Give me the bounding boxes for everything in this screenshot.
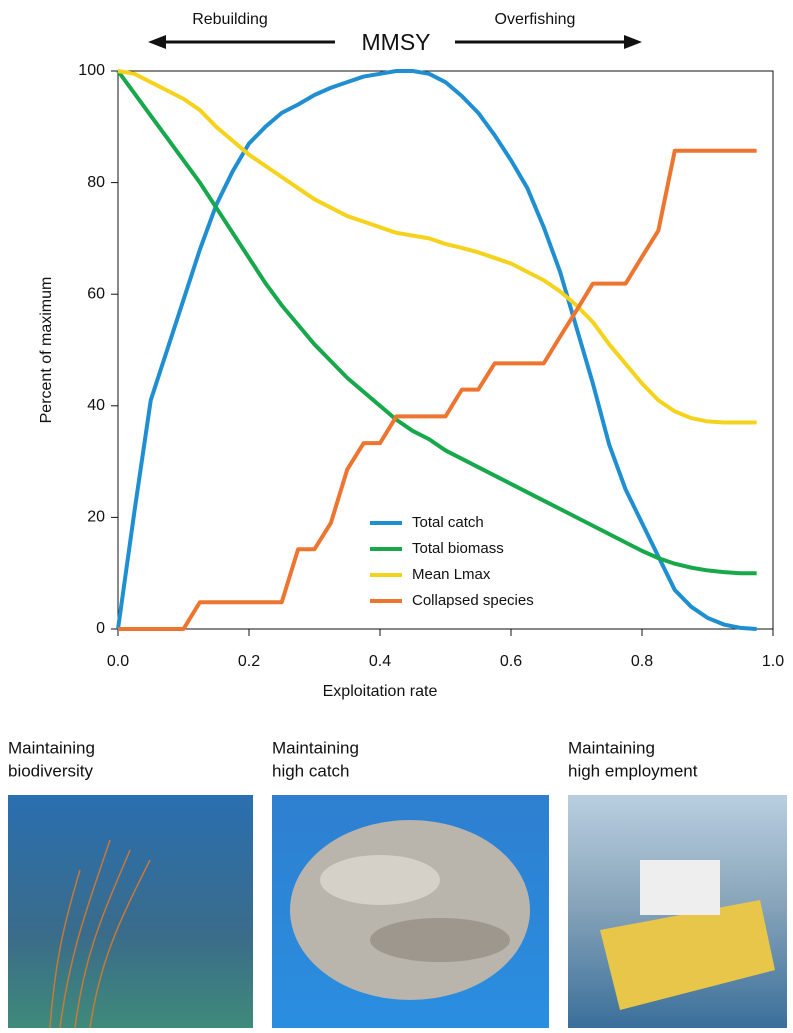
series-line (117, 69, 757, 425)
annotation: MMSY (362, 29, 431, 55)
series-line (118, 148, 757, 631)
legend-label: Mean Lmax (412, 566, 491, 583)
legend-label: Total biomass (412, 540, 504, 557)
legend-label: Total catch (412, 514, 484, 531)
x-tick-label: 0.6 (500, 653, 522, 670)
y-axis-label: Percent of maximum (38, 277, 55, 424)
plot-frame (117, 70, 774, 630)
series-line (116, 69, 757, 631)
legend-label: Collapsed species (412, 592, 534, 609)
arrows (148, 35, 642, 49)
annotation: Rebuilding (192, 11, 268, 28)
y-tick-label: 20 (87, 509, 105, 526)
x-tick-label: 0.0 (107, 653, 129, 670)
photo-caption: biodiversity (8, 761, 94, 780)
x-tick-label: 0.2 (238, 653, 260, 670)
x-tick-label: 1.0 (762, 653, 784, 670)
x-tick-label: 0.8 (631, 653, 653, 670)
x-axis-label: Exploitation rate (323, 683, 438, 700)
x-tick-label: 0.4 (369, 653, 391, 670)
photos (8, 795, 787, 1029)
y-tick-label: 0 (96, 620, 105, 637)
annotation: Overfishing (495, 11, 576, 28)
photo-caption: Maintaining (568, 738, 655, 757)
y-tick-label: 80 (87, 174, 105, 191)
y-tick-label: 60 (87, 285, 105, 302)
y-tick-label: 40 (87, 397, 105, 414)
y-tick-label: 100 (78, 62, 105, 79)
photo-caption: Maintaining (8, 738, 95, 757)
photo-caption: Maintaining (272, 738, 359, 757)
series-line (116, 69, 757, 576)
photo-caption: high employment (568, 761, 698, 780)
photo-caption: high catch (272, 761, 350, 780)
